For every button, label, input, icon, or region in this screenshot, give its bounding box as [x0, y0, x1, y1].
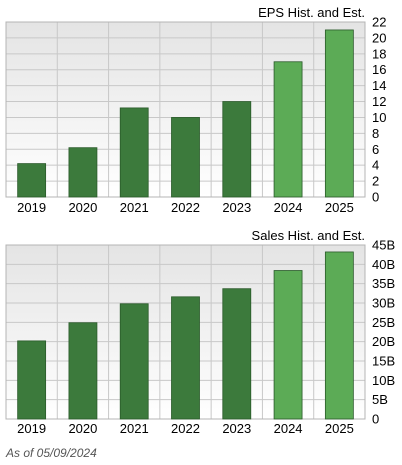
as-of-date: As of 05/09/2024 — [6, 446, 97, 460]
y-tick-label: 0 — [372, 412, 379, 427]
sales-chart-title: Sales Hist. and Est. — [252, 228, 365, 243]
y-tick-label: 10B — [372, 373, 395, 388]
y-tick-label: 22 — [372, 15, 386, 30]
historical-bar-2020 — [68, 322, 98, 420]
x-tick-label: 2019 — [17, 200, 46, 215]
estimate-bar-2024 — [273, 61, 303, 198]
y-tick-label: 35B — [372, 276, 395, 291]
y-tick-label: 18 — [372, 46, 386, 61]
eps-chart: EPS Hist. and Est.0246810121416182022201… — [5, 5, 386, 215]
x-tick-label: 2021 — [120, 200, 149, 215]
x-tick-label: 2025 — [325, 200, 354, 215]
historical-bar-2021 — [119, 107, 149, 198]
x-tick-label: 2022 — [171, 421, 200, 436]
x-tick-label: 2025 — [325, 421, 354, 436]
y-tick-label: 0 — [372, 190, 379, 205]
y-tick-label: 12 — [372, 94, 386, 109]
eps-chart-title: EPS Hist. and Est. — [258, 5, 365, 20]
historical-bar-2019 — [17, 163, 47, 198]
y-tick-label: 45B — [372, 238, 395, 253]
y-tick-label: 14 — [372, 78, 386, 93]
historical-bar-2019 — [17, 340, 47, 420]
x-tick-label: 2020 — [68, 200, 97, 215]
x-tick-label: 2024 — [274, 200, 303, 215]
y-tick-label: 8 — [372, 126, 379, 141]
y-tick-label: 6 — [372, 142, 379, 157]
y-tick-label: 4 — [372, 158, 379, 173]
estimate-bar-2024 — [273, 270, 303, 420]
y-tick-label: 15B — [372, 354, 395, 369]
historical-bar-2023 — [222, 101, 252, 198]
y-tick-label: 25B — [372, 315, 395, 330]
x-tick-label: 2021 — [120, 421, 149, 436]
estimate-bar-2025 — [324, 29, 354, 198]
x-tick-label: 2023 — [222, 200, 251, 215]
y-tick-label: 20B — [372, 334, 395, 349]
y-tick-label: 10 — [372, 110, 386, 125]
x-tick-label: 2022 — [171, 200, 200, 215]
sales-chart: Sales Hist. and Est. 0 5B 10B 15B 20B 25B 30B 35… — [5, 228, 395, 436]
estimate-bar-2025 — [324, 251, 354, 420]
historical-bar-2022 — [171, 296, 200, 420]
y-tick-label: 40B — [372, 257, 395, 272]
x-tick-label: 2020 — [68, 421, 97, 436]
x-tick-label: 2019 — [17, 421, 46, 436]
x-tick-label: 2023 — [222, 421, 251, 436]
y-tick-label: 5B — [372, 392, 388, 407]
y-tick-label: 16 — [372, 62, 386, 77]
historical-bar-2023 — [222, 288, 252, 420]
y-tick-label: 20 — [372, 30, 386, 45]
historical-bar-2022 — [171, 117, 200, 198]
y-tick-label: 2 — [372, 174, 379, 189]
y-tick-label: 30B — [372, 296, 395, 311]
x-tick-label: 2024 — [274, 421, 303, 436]
historical-bar-2020 — [68, 147, 98, 198]
historical-bar-2021 — [119, 303, 149, 420]
